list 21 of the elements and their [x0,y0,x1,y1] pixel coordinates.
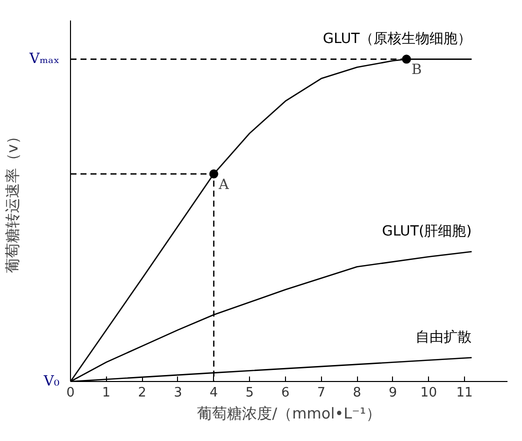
series-label: 自由扩散 [416,330,472,346]
annotation: A [218,176,230,193]
y-axis-title: 葡萄糖转运速率（v） [3,129,22,273]
series-label: GLUT(肝细胞) [382,224,472,240]
x-tick-label: 5 [245,386,254,400]
x-tick-label: 1 [102,386,110,400]
x-tick-label: 9 [388,386,398,400]
x-tick-label: 7 [317,386,326,400]
x-tick-label: 4 [210,386,218,400]
x-tick-label: 0 [66,386,75,400]
annotation: V₀ [42,374,60,390]
x-tick-label: 8 [352,386,362,400]
x-axis-title: 葡萄糖浓度/（mmol•L⁻¹） [197,404,381,422]
series-label: GLUT（原核生物细胞） [322,31,472,48]
annotation: Vₘₐₓ [28,51,60,68]
annotation: B [411,62,422,78]
x-tick-label: 6 [281,386,290,400]
x-tick-label: 10 [420,386,437,400]
x-tick-label: 11 [456,386,473,400]
x-tick-label: 3 [174,386,182,400]
x-tick-label: 2 [138,386,146,400]
